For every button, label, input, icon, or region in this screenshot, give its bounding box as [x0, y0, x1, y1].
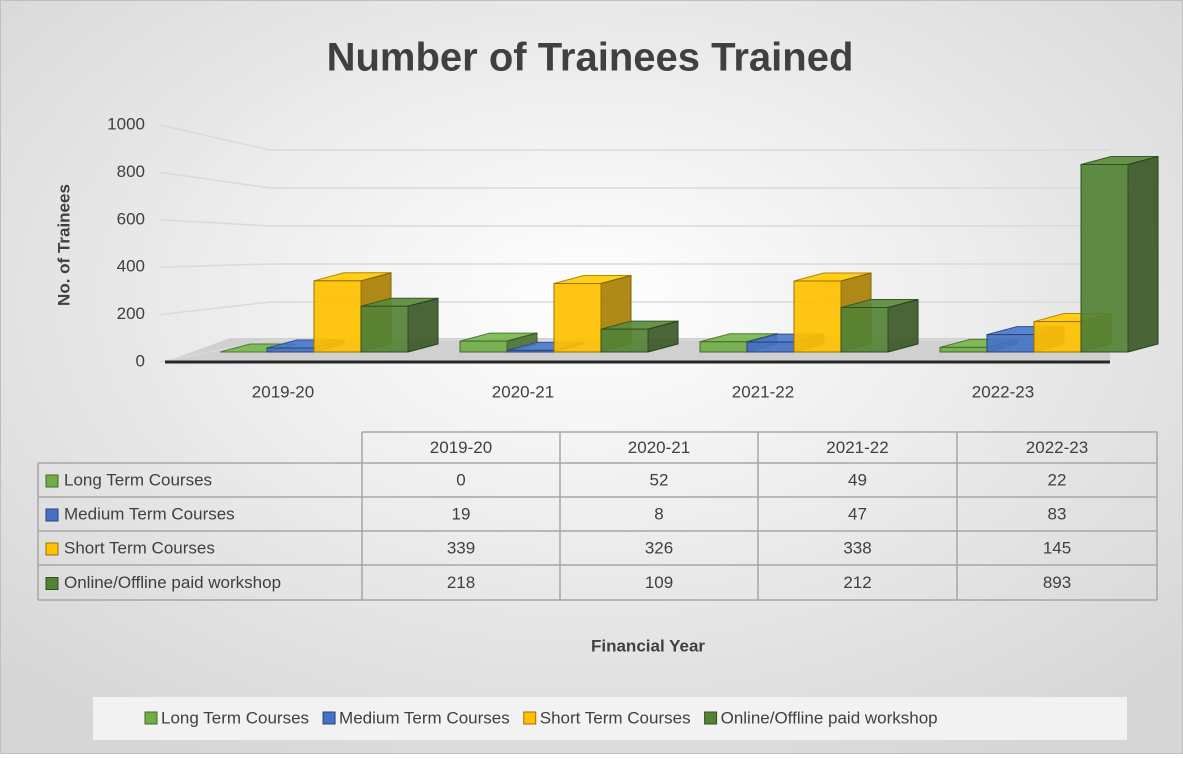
table-cell: 0: [456, 470, 465, 489]
table-cell: 22: [1048, 470, 1067, 489]
table-row-label: Online/Offline paid workshop: [64, 573, 281, 592]
table-header: 2020-21: [628, 438, 690, 457]
bar: [939, 346, 988, 353]
bar: [459, 340, 508, 353]
table-cell: 893: [1043, 573, 1071, 592]
y-tick-label: 600: [117, 209, 145, 228]
table-cell: 339: [447, 538, 475, 557]
bar: [360, 305, 409, 353]
grid-line: [159, 171, 1110, 189]
y-axis-label: No. of Trainees: [54, 184, 73, 306]
legend-key: [523, 711, 537, 725]
bar: [553, 283, 602, 353]
table-header: 2022-23: [1026, 438, 1088, 457]
table-cell: 326: [645, 538, 673, 557]
table-row-label: Short Term Courses: [64, 538, 215, 557]
x-axis-label: Financial Year: [591, 636, 705, 655]
bar: [746, 341, 795, 353]
bar: [600, 328, 649, 353]
table-header: 2019-20: [430, 438, 492, 457]
legend-key: [704, 711, 718, 725]
y-tick-label: 400: [117, 257, 145, 276]
table-cell: 8: [654, 504, 663, 523]
bar-side: [1127, 155, 1159, 353]
table-legend-key: [45, 542, 59, 556]
bar-side: [887, 298, 919, 353]
table-legend-key: [45, 508, 59, 522]
table-cell: 52: [650, 470, 669, 489]
bar-side: [407, 297, 439, 353]
x-tick-label: 2019-20: [252, 382, 314, 401]
legend-box: [93, 697, 1127, 740]
table-legend-key: [45, 474, 59, 488]
chart-title: Number of Trainees Trained: [327, 36, 854, 80]
legend-label: Long Term Courses: [161, 708, 309, 727]
legend-key: [322, 711, 336, 725]
legend-label: Online/Offline paid workshop: [721, 708, 938, 727]
table-cell: 212: [843, 573, 871, 592]
table-cell: 47: [848, 504, 867, 523]
y-tick-label: 0: [136, 351, 145, 370]
y-tick-label: 800: [117, 162, 145, 181]
grid-line: [159, 219, 1110, 227]
table-cell: 109: [645, 573, 673, 592]
legend-label: Medium Term Courses: [339, 708, 510, 727]
grid-line: [159, 124, 1110, 151]
table-cell: 19: [452, 504, 471, 523]
grid-line: [159, 263, 1110, 268]
bar: [266, 347, 315, 353]
y-tick-label: 1000: [107, 114, 145, 133]
x-tick-label: 2022-23: [972, 382, 1034, 401]
bar: [1080, 163, 1129, 353]
table-row-label: Medium Term Courses: [64, 504, 235, 523]
bar: [793, 280, 842, 353]
bar: [986, 334, 1035, 353]
y-tick-label: 200: [117, 304, 145, 323]
table-header: 2021-22: [826, 438, 888, 457]
bar: [699, 341, 748, 353]
table-cell: 218: [447, 573, 475, 592]
bar: [313, 280, 362, 353]
table-row-label: Long Term Courses: [64, 470, 212, 489]
table-legend-key: [45, 577, 59, 590]
x-tick-label: 2020-21: [492, 382, 554, 401]
table-cell: 145: [1043, 538, 1071, 557]
bar: [506, 349, 555, 353]
bar: [840, 306, 889, 353]
x-tick-label: 2021-22: [732, 382, 794, 401]
legend-key: [144, 711, 158, 725]
bar: [1033, 321, 1082, 353]
table-cell: 49: [848, 470, 867, 489]
table-cell: 83: [1048, 504, 1067, 523]
legend-label: Short Term Courses: [540, 708, 691, 727]
table-cell: 338: [843, 538, 871, 557]
